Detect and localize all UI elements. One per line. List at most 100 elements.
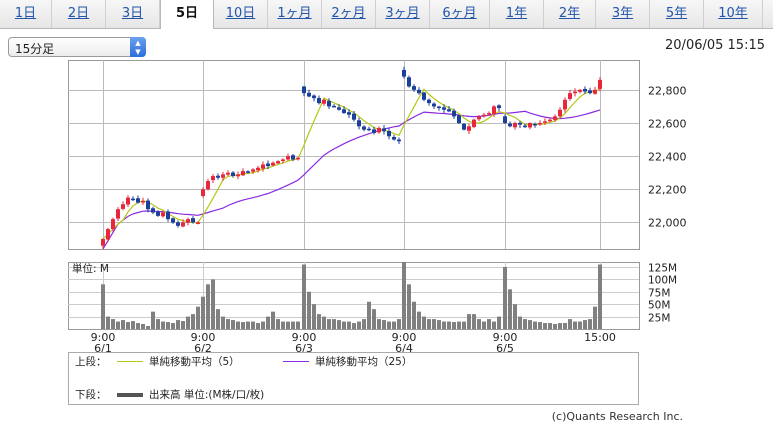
candle-body-38: [291, 155, 295, 160]
volume-bar-97: [588, 319, 592, 329]
tab-7[interactable]: 3ヶ月: [376, 0, 430, 28]
tab-12[interactable]: 5年: [650, 0, 704, 28]
legend-ma5-label: 単純移動平均（5）: [149, 356, 240, 368]
volume-bar-38: [291, 321, 295, 329]
ma5-line: [102, 88, 601, 240]
interval-select[interactable]: 15分足 ▲ ▼: [8, 37, 146, 57]
tab-13[interactable]: 10年: [704, 0, 763, 28]
volume-bar-2: [111, 319, 115, 329]
volume-bar-13: [166, 322, 170, 329]
tab-10[interactable]: 2年: [544, 0, 596, 28]
candle-body-29: [246, 171, 250, 173]
x-tick-3: 9:00: [392, 331, 417, 344]
candle-body-56: [382, 128, 386, 132]
volume-bar-30: [251, 321, 255, 329]
candle-body-81: [508, 123, 512, 127]
volume-bar-0: [101, 284, 105, 329]
tab-9[interactable]: 1年: [490, 0, 544, 28]
volume-bar-29: [246, 321, 250, 329]
candle-body-53: [367, 128, 371, 131]
volume-bar-68: [442, 321, 446, 329]
x-date-2: 6/3: [295, 342, 313, 352]
candle-body-61: [407, 77, 411, 87]
candle-body-21: [206, 181, 210, 190]
candle-body-36: [281, 159, 285, 161]
candle-body-13: [166, 211, 170, 220]
candle-body-93: [568, 93, 572, 99]
candle-body-85: [528, 123, 532, 128]
stock-chart: 22,00022,20022,40022,60022,80025M50M75M1…: [68, 60, 687, 352]
volume-bar-51: [357, 321, 361, 329]
volume-bar-10: [151, 311, 155, 329]
volume-bar-74: [472, 314, 476, 329]
volume-bar-6: [131, 321, 135, 329]
candle-body-0: [101, 239, 105, 246]
tab-0[interactable]: 1日: [0, 0, 52, 28]
volume-bar-39: [296, 321, 300, 329]
volume-y-tick-4: 125M: [648, 263, 677, 275]
candle-body-1: [106, 229, 110, 240]
volume-bar-8: [141, 324, 145, 329]
candle-body-64: [422, 92, 426, 100]
candle-body-50: [352, 113, 356, 120]
candle-body-20: [201, 189, 205, 196]
candle-body-37: [286, 156, 290, 160]
ma5-swatch: [117, 361, 143, 362]
candle-body-84: [523, 125, 527, 128]
volume-bar-43: [317, 314, 321, 329]
x-date-0: 6/1: [94, 342, 112, 352]
volume-bar-58: [392, 321, 396, 329]
tab-5[interactable]: 1ヶ月: [268, 0, 322, 28]
x-date-4: 6/5: [496, 342, 514, 352]
price-y-tick-1: 22,200: [648, 184, 687, 197]
candle-body-47: [337, 107, 341, 110]
candle-body-23: [216, 175, 220, 178]
candle-body-75: [477, 116, 481, 120]
tab-4[interactable]: 10日: [214, 0, 268, 28]
volume-bar-82: [513, 304, 517, 329]
tab-1[interactable]: 2日: [52, 0, 106, 28]
volume-bar-26: [231, 320, 235, 329]
candle-body-82: [513, 123, 517, 128]
tab-8[interactable]: 6ヶ月: [430, 0, 490, 28]
volume-bar-86: [533, 321, 537, 329]
volume-bar-7: [136, 323, 140, 329]
tab-3[interactable]: 5日: [160, 0, 214, 29]
candle-body-19: [196, 222, 200, 224]
candle-body-44: [322, 99, 326, 104]
price-y-tick-2: 22,400: [648, 151, 687, 164]
ma25-line: [102, 109, 601, 250]
volume-panel-frame: [68, 262, 640, 330]
volume-bar-49: [347, 321, 351, 329]
candle-body-3: [116, 209, 120, 219]
volume-bar-12: [161, 321, 165, 329]
volume-bar-72: [462, 321, 466, 329]
x-date-1: 6/2: [194, 342, 212, 352]
tab-2[interactable]: 3日: [106, 0, 160, 28]
candle-body-48: [342, 109, 346, 114]
volume-bar-4: [121, 320, 125, 329]
candle-body-41: [307, 92, 311, 97]
tab-6[interactable]: 2ヶ月: [322, 0, 376, 28]
candle-body-92: [563, 99, 567, 110]
candle-body-58: [392, 136, 396, 140]
tab-11[interactable]: 3年: [596, 0, 650, 28]
volume-bar-54: [372, 309, 376, 329]
volume-bar-62: [412, 301, 416, 329]
volume-bar-96: [583, 320, 587, 329]
volume-bar-31: [256, 323, 260, 329]
period-tab-bar: 1日 2日 3日 5日 10日 1ヶ月 2ヶ月 3ヶ月 6ヶ月 1年 2年 3年 5年 10年: [0, 0, 773, 29]
volume-bar-25: [226, 319, 230, 329]
volume-bar-84: [523, 319, 527, 329]
volume-bar-89: [548, 323, 552, 329]
volume-bar-37: [286, 321, 290, 329]
legend-lower-label: 下段：: [75, 389, 107, 401]
volume-bar-59: [397, 319, 401, 329]
candle-body-35: [276, 161, 280, 164]
candle-body-66: [432, 103, 436, 107]
volume-bar-33: [266, 316, 270, 329]
price-y-tick-0: 22,000: [648, 217, 687, 230]
volume-bar-91: [558, 323, 562, 329]
candle-body-73: [467, 126, 471, 131]
candle-body-18: [191, 218, 195, 223]
